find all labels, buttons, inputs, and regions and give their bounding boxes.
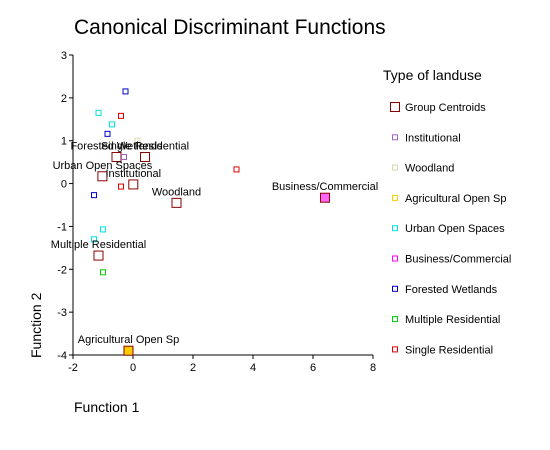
y-tick-label: -2 <box>57 264 67 276</box>
legend-swatch <box>392 225 398 232</box>
legend-label: Business/Commercial <box>405 254 511 266</box>
centroid-marker <box>97 171 108 182</box>
centroid-marker <box>123 345 134 356</box>
x-tick-label: 6 <box>310 362 316 374</box>
centroid-marker <box>320 192 330 203</box>
legend-label: Agricultural Open Sp <box>405 193 507 205</box>
legend-swatch <box>392 285 398 292</box>
centroid-label: Urban Open Spaces <box>53 160 153 172</box>
centroid-label: Institutional <box>105 168 161 180</box>
case-marker <box>233 166 240 173</box>
legend-swatch <box>392 134 398 141</box>
legend-label: Multiple Residential <box>405 314 500 326</box>
y-tick-label: -1 <box>57 221 67 233</box>
y-tick-label: 2 <box>61 93 67 105</box>
centroid-marker <box>171 197 182 208</box>
x-tick-label: 2 <box>190 362 196 374</box>
centroid-label: Agricultural Open Sp <box>78 334 180 346</box>
centroid-label: Business/Commercial <box>272 181 378 193</box>
case-marker <box>118 183 124 190</box>
axes: -2 0 2 4 6 8 3 2 1 0 -1 -2 -3 -4 <box>57 50 376 374</box>
case-marker <box>95 109 102 116</box>
legend-label: Single Residential <box>405 344 493 356</box>
legend-swatch <box>392 346 398 353</box>
legend-title: Type of landuse <box>383 67 482 83</box>
centroid-label: Single Residential <box>101 141 189 153</box>
x-axis-title: Function 1 <box>74 399 140 415</box>
x-tick-label: 8 <box>370 362 376 374</box>
y-tick-label: -4 <box>57 350 67 362</box>
legend-swatch <box>392 164 398 171</box>
case-marker <box>100 226 106 233</box>
legend-swatch <box>392 255 398 262</box>
legend-swatch <box>392 316 398 323</box>
centroid-marker <box>140 152 150 162</box>
data-points <box>91 88 330 356</box>
x-tick-label: -2 <box>68 362 78 374</box>
y-axis-title: Function 2 <box>28 292 44 358</box>
centroid-label: Woodland <box>152 186 201 198</box>
case-marker <box>109 121 115 128</box>
centroid-marker <box>93 250 104 261</box>
centroid-label: Forested Wetlands <box>70 141 163 153</box>
case-marker <box>118 112 124 119</box>
case-marker <box>121 154 127 160</box>
case-marker <box>100 269 106 276</box>
y-tick-label: 0 <box>61 179 67 191</box>
x-tick-label: 0 <box>130 362 136 374</box>
legend-label: Institutional <box>405 132 461 144</box>
legend: Group Centroids Institutional Woodland Agri… <box>390 102 511 356</box>
case-marker <box>122 88 129 95</box>
legend-swatch <box>392 194 398 201</box>
legend-label: Urban Open Spaces <box>405 223 505 235</box>
y-tick-label: 1 <box>61 136 67 148</box>
legend-label: Group Centroids <box>405 102 486 114</box>
case-marker <box>91 236 97 243</box>
x-tick-label: 4 <box>250 362 256 374</box>
legend-label: Woodland <box>405 163 454 175</box>
y-tick-label: -3 <box>57 307 67 319</box>
case-marker <box>134 137 141 144</box>
legend-swatch <box>390 102 400 112</box>
centroid-label: Multiple Residential <box>51 239 146 251</box>
y-tick-label: 3 <box>61 50 67 62</box>
centroid-marker <box>128 179 139 190</box>
chart-title: Canonical Discriminant Functions <box>74 16 386 39</box>
case-marker <box>91 192 97 199</box>
case-marker <box>104 130 111 137</box>
legend-label: Forested Wetlands <box>405 284 498 296</box>
